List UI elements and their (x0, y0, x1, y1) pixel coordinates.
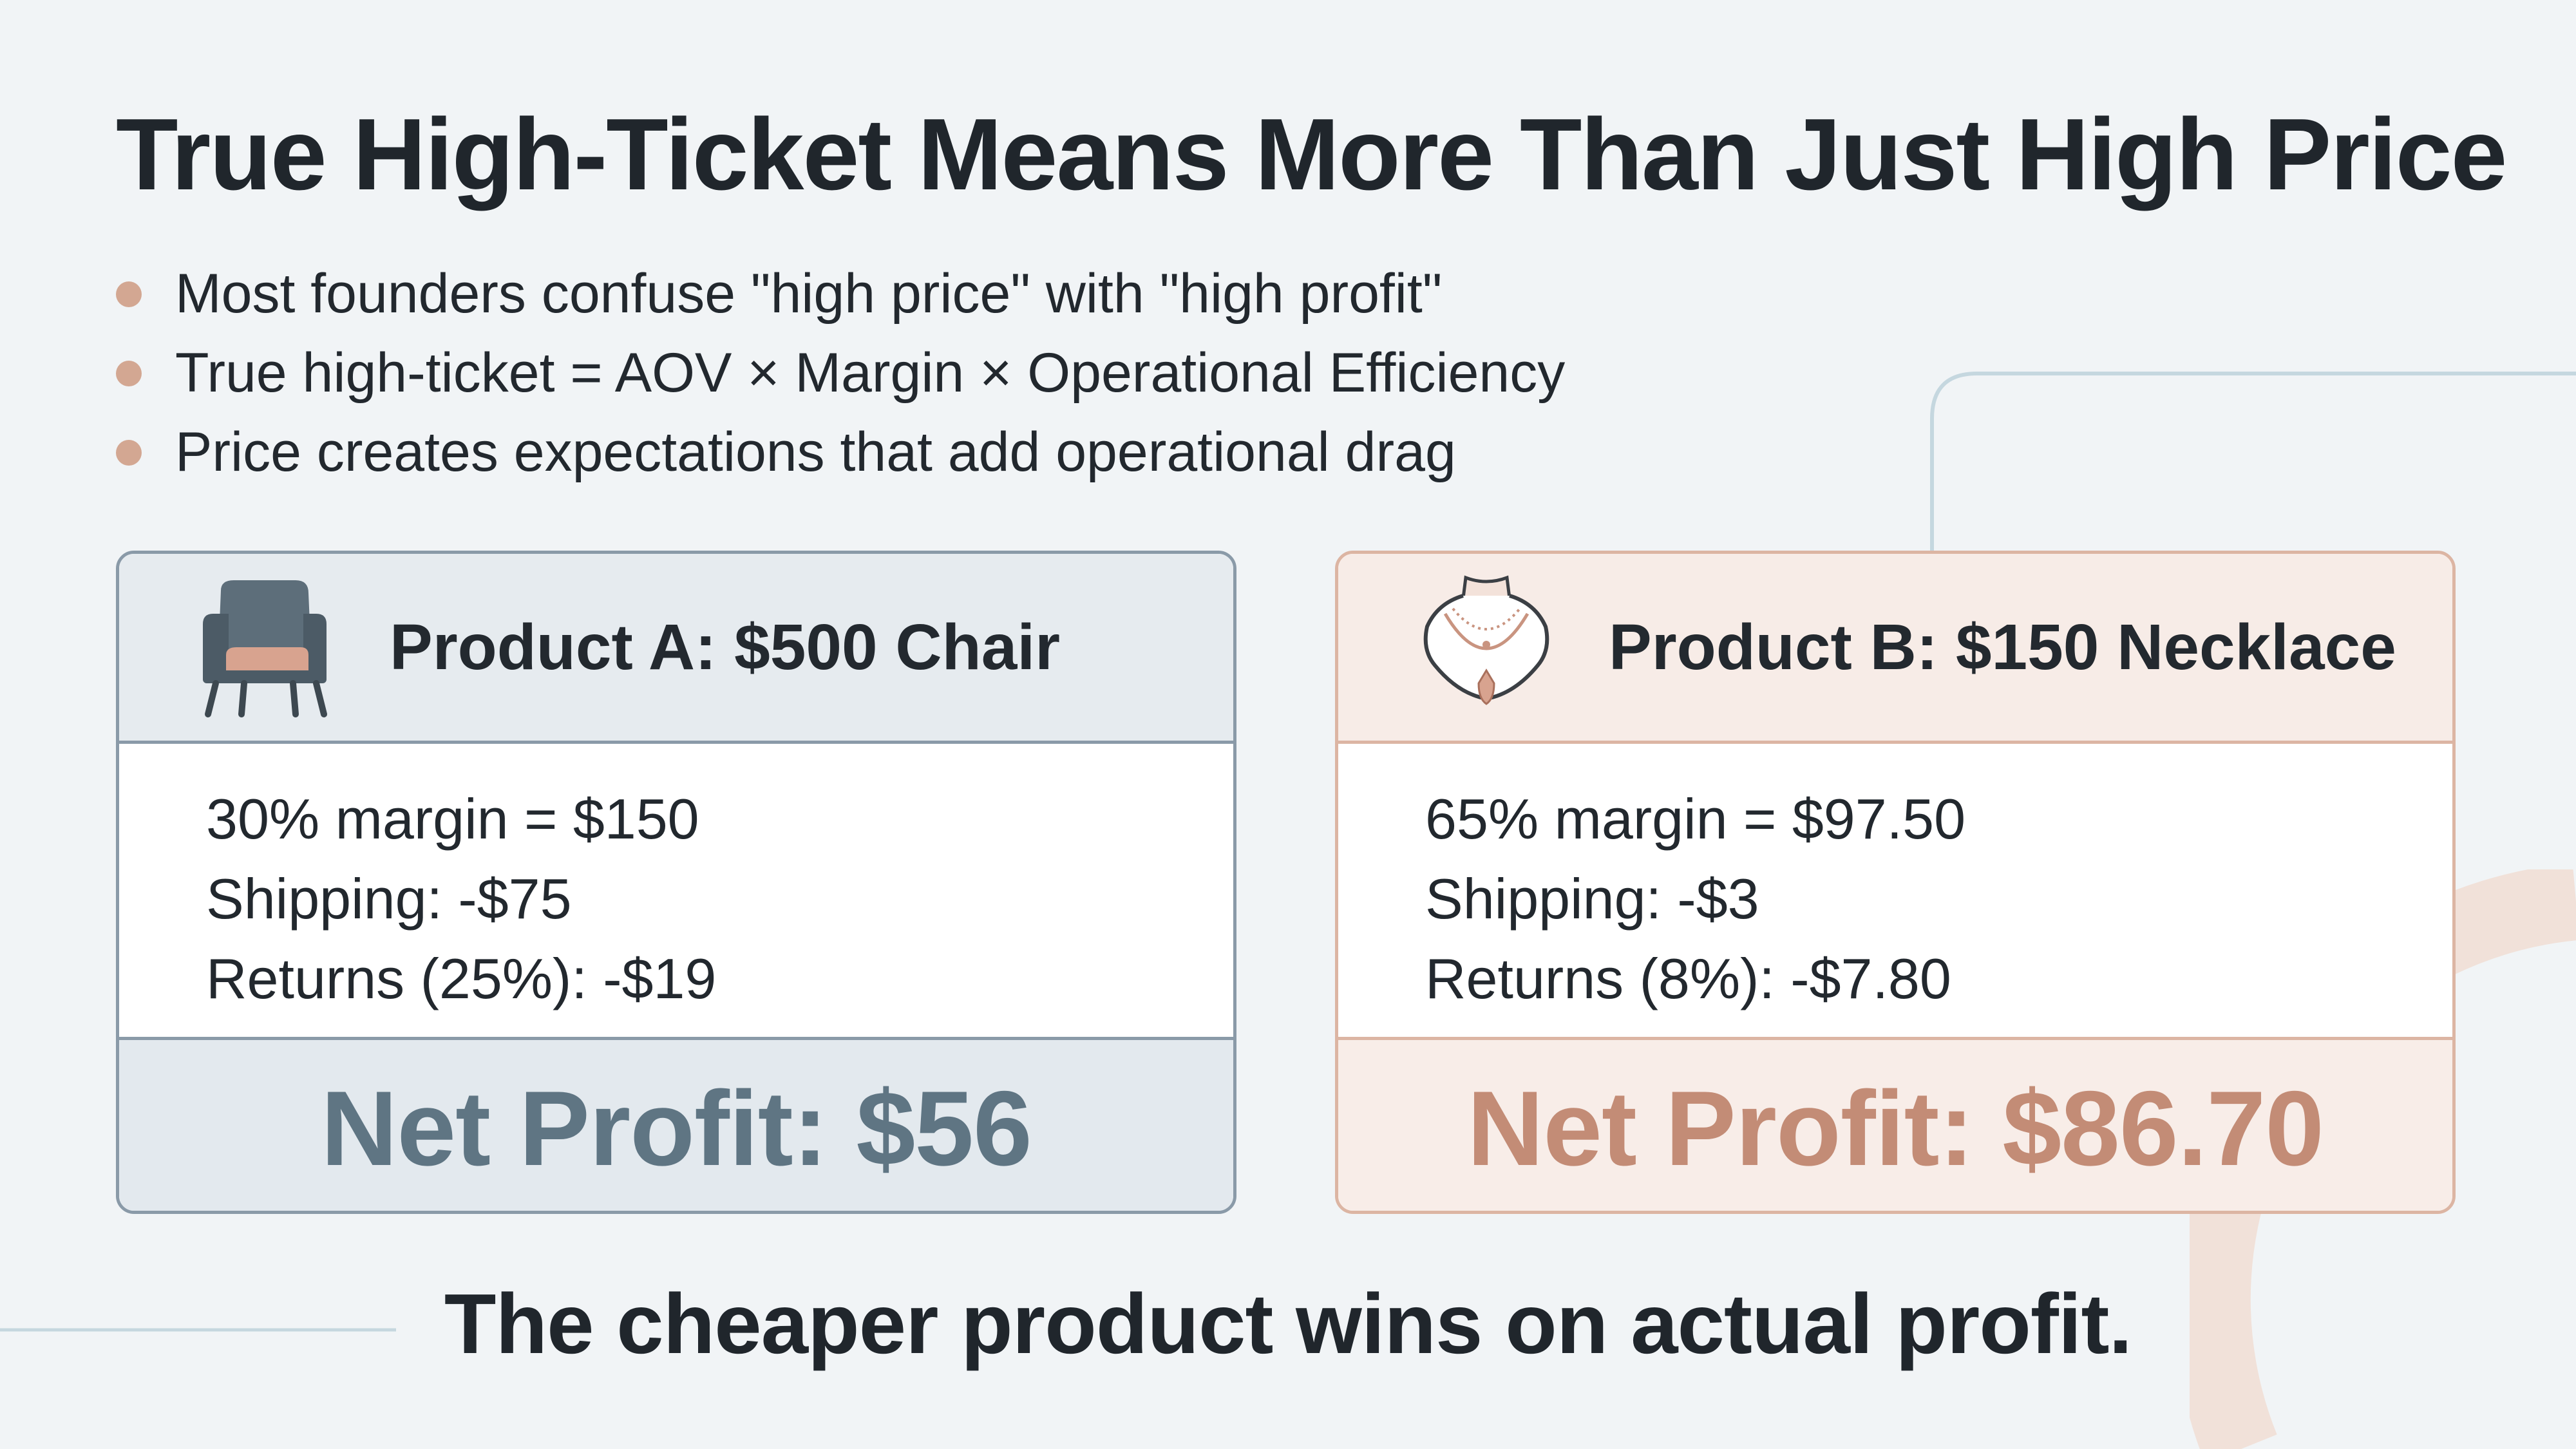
conclusion-text: The cheaper product wins on actual profi… (444, 1276, 2132, 1371)
bullet-dot-icon (116, 439, 142, 466)
product-b-card: Product B: $150 Necklace 65% margin = $9… (1335, 551, 2456, 1214)
product-a-margin: 30% margin = $150 (206, 787, 699, 851)
decorative-divider-line (0, 1328, 396, 1332)
product-b-shipping: Shipping: -$3 (1425, 867, 1759, 931)
product-a-returns: Returns (25%): -$19 (206, 947, 717, 1010)
product-a-shipping: Shipping: -$75 (206, 867, 572, 931)
bullet-dot-icon (116, 281, 142, 307)
bullet-dot-icon (116, 360, 142, 386)
decorative-corner-line (1930, 372, 2576, 560)
bullet-text: True high-ticket = AOV × Margin × Operat… (175, 342, 1566, 404)
product-a-net-profit: Net Profit: $56 (119, 1040, 1233, 1211)
product-b-margin: 65% margin = $97.50 (1425, 787, 1966, 851)
product-b-title: Product B: $150 Necklace (1609, 611, 2396, 683)
product-b-returns: Returns (8%): -$7.80 (1425, 947, 1951, 1010)
product-a-title: Product A: $500 Chair (390, 611, 1061, 683)
bullet-item: Most founders confuse "high price" with … (116, 254, 1565, 334)
bullet-text: Most founders confuse "high price" with … (175, 263, 1443, 325)
bullet-item: Price creates expectations that add oper… (116, 413, 1565, 492)
bullet-list: Most founders confuse "high price" with … (116, 254, 1565, 492)
product-b-header: Product B: $150 Necklace (1338, 554, 2452, 744)
product-a-card: Product A: $500 Chair 30% margin = $150 … (116, 551, 1236, 1214)
page-title: True High-Ticket Means More Than Just Hi… (116, 98, 2507, 211)
product-a-header: Product A: $500 Chair (119, 554, 1233, 744)
product-a-details: 30% margin = $150 Shipping: -$75 Returns… (119, 744, 1233, 1040)
product-b-net-profit: Net Profit: $86.70 (1338, 1040, 2452, 1211)
bullet-item: True high-ticket = AOV × Margin × Operat… (116, 334, 1565, 413)
bullet-text: Price creates expectations that add oper… (175, 421, 1456, 483)
armchair-icon (203, 580, 327, 717)
necklace-icon (1423, 575, 1549, 705)
product-b-details: 65% margin = $97.50 Shipping: -$3 Return… (1338, 744, 2452, 1040)
